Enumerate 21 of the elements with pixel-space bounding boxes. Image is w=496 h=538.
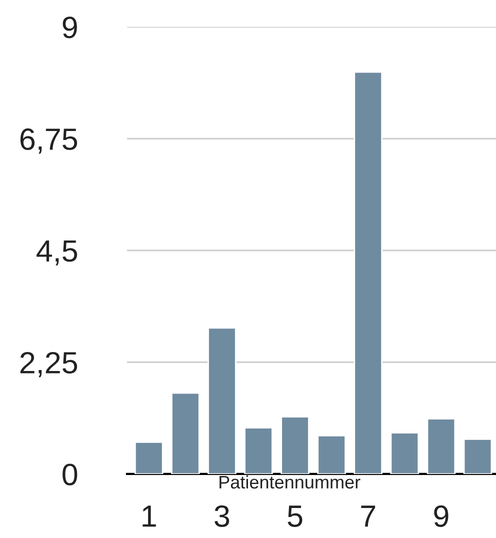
bar	[317, 435, 346, 474]
bar	[426, 418, 456, 474]
bar	[134, 441, 164, 474]
y-tick-label: 2,25	[20, 352, 78, 378]
x-tick-label: 5	[288, 506, 302, 527]
x-tick-label: 9	[434, 505, 448, 527]
bar	[171, 392, 200, 474]
bar	[354, 71, 383, 474]
x-tick-label: 7	[361, 506, 376, 527]
bar	[208, 327, 236, 474]
y-tick-label: 6,75	[20, 128, 78, 154]
bar	[244, 427, 273, 474]
x-tick-label: 3	[214, 505, 230, 527]
bar	[463, 438, 492, 474]
y-tick-label: 0	[62, 464, 78, 486]
y-tick-label: 4,5	[36, 240, 78, 266]
bar	[390, 432, 420, 474]
bar	[280, 416, 310, 474]
x-axis-title: Patientennummer	[220, 475, 360, 489]
y-tick-label: 9	[62, 16, 77, 38]
x-tick-label: 1	[142, 506, 156, 527]
